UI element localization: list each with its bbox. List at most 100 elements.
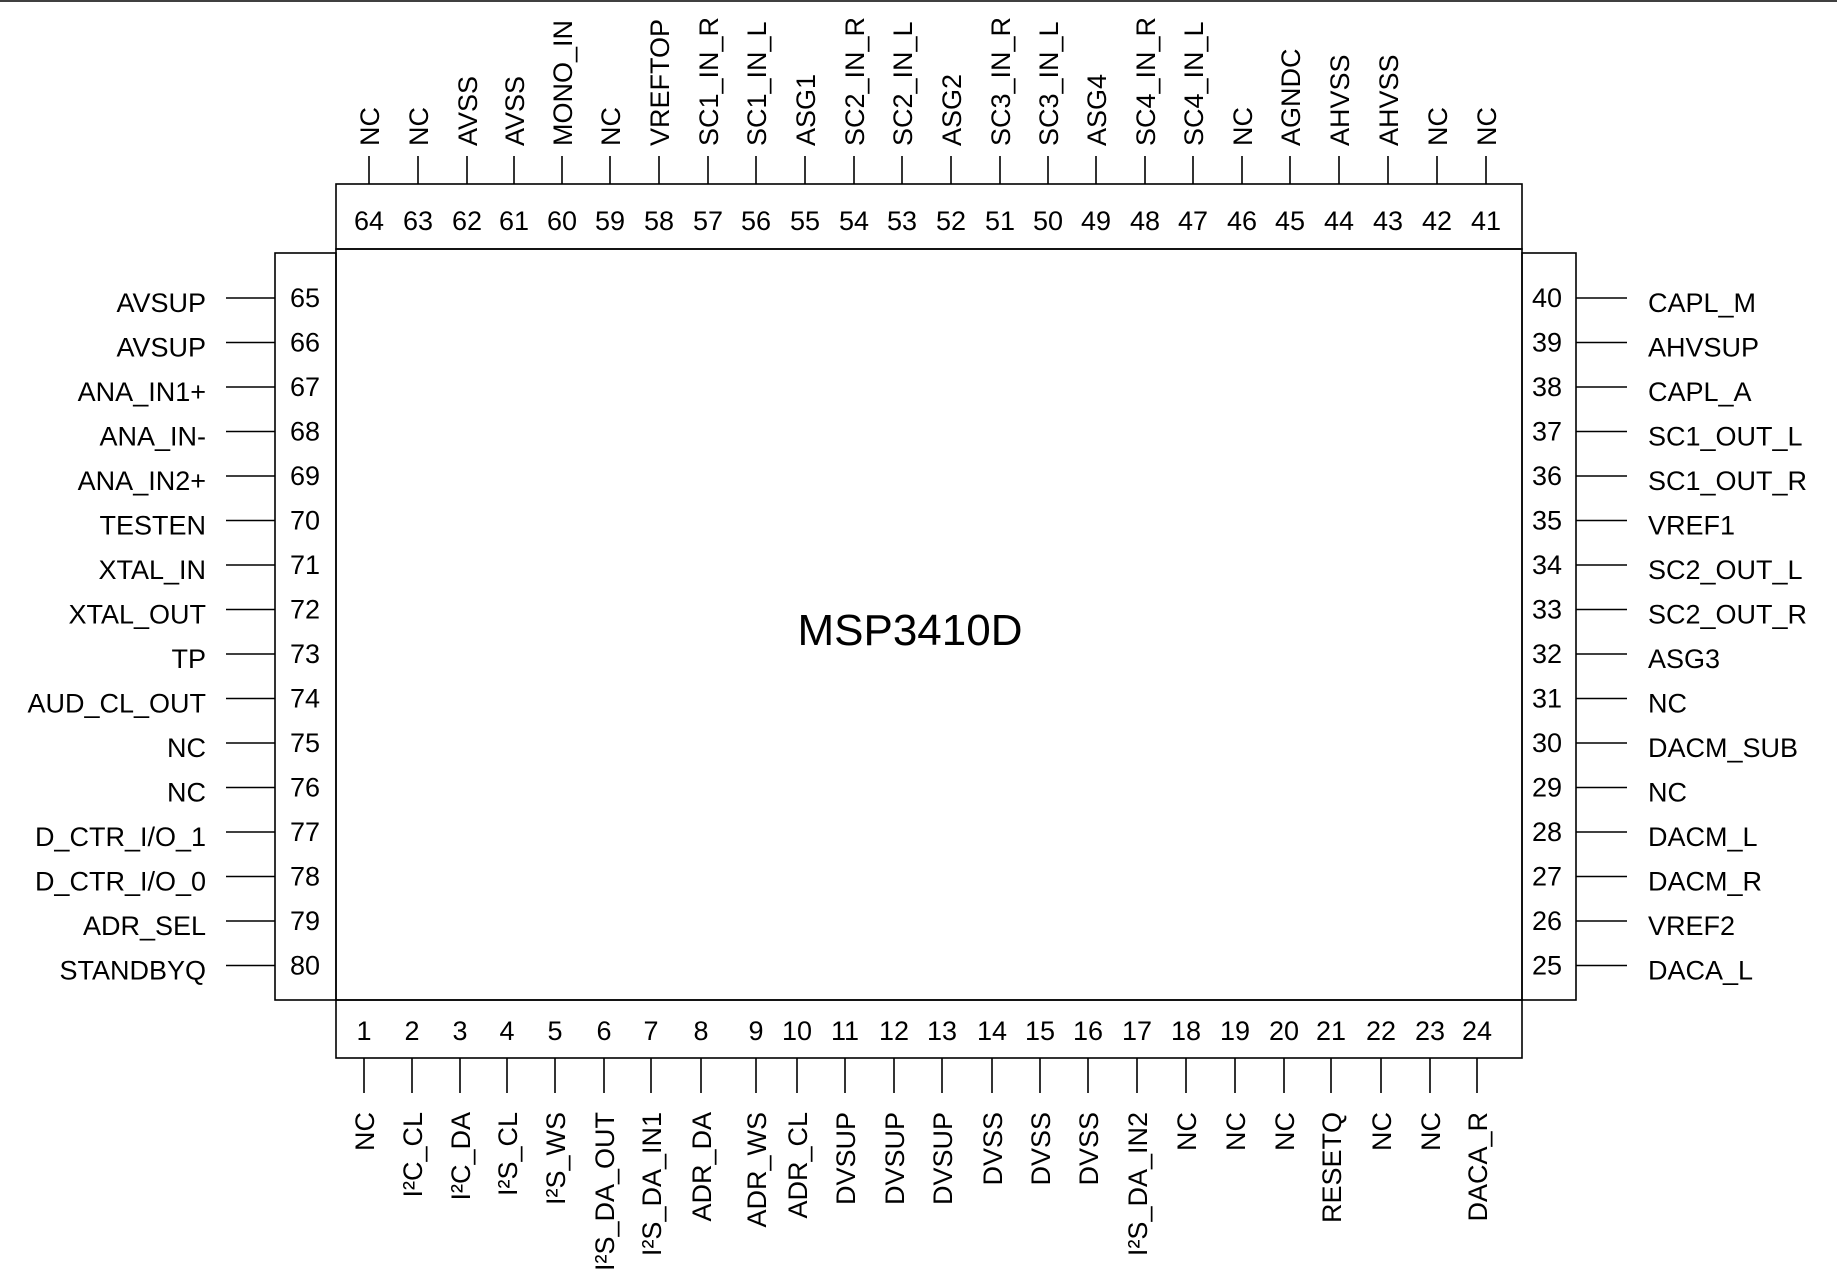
pin-number: 41 [1471,206,1501,236]
pin-3: 3 I²C_DA [446,1016,476,1201]
pin-name: DVSS [978,1112,1008,1186]
pin-31: 31 NC [1532,684,1687,719]
pin-number: 34 [1532,550,1562,580]
pin-35: 35 VREF1 [1532,506,1735,541]
pin-name: NC [167,778,206,808]
pin-name: I²S_DA_OUT [590,1112,620,1271]
pin-name: I²S_DA_IN2 [1123,1112,1153,1256]
pin-73: 73 TP [171,639,320,674]
left-pin-strip [274,252,337,1001]
pin-name: CAPL_A [1648,377,1752,407]
pin-number: 1 [356,1016,371,1046]
pin-38: 38 CAPL_A [1532,372,1752,407]
pin-name: D_CTR_I/O_0 [35,867,206,897]
pin-number: 36 [1532,461,1562,491]
pin-15: 15 DVSS [1025,1016,1056,1186]
pin-76: 76 NC [167,773,320,808]
pin-51: 51 SC3_IN_R [985,17,1016,236]
pin-23: 23 NC [1415,1016,1446,1151]
pin-number: 38 [1532,372,1562,402]
pin-name: SC2_OUT_R [1648,600,1807,630]
pin-72: 72 XTAL_OUT [68,595,320,630]
pin-50: 50 SC3_IN_L [1033,21,1064,236]
pin-25: 25 DACA_L [1532,951,1753,986]
pin-name: ADR_DA [687,1112,717,1222]
pin-number: 7 [643,1016,658,1046]
pin-name: NC [1416,1112,1446,1151]
pin-name: VREF1 [1648,511,1735,541]
pin-number: 70 [290,506,320,536]
pin-77: 77 D_CTR_I/O_1 [35,817,320,852]
pin-name: AVSUP [116,333,206,363]
pin-number: 72 [290,595,320,625]
pin-11: 11 DVSUP [831,1016,861,1205]
pin-78: 78 D_CTR_I/O_0 [35,862,320,897]
pin-name: SC4_IN_L [1179,21,1209,146]
pin-57: 57 SC1_IN_R [693,17,724,236]
pin-29: 29 NC [1532,773,1687,808]
pin-60: 60 MONO_IN [547,20,578,236]
pin-1: 1 NC [350,1016,380,1151]
pin-32: 32 ASG3 [1532,639,1720,674]
pin-number: 20 [1269,1016,1299,1046]
pin-name: I²S_DA_IN1 [637,1112,667,1256]
pin-71: 71 XTAL_IN [98,550,320,585]
pin-number: 19 [1220,1016,1250,1046]
pin-62: 62 AVSS [452,76,483,236]
pin-number: 35 [1532,506,1562,536]
pin-61: 61 AVSS [499,76,530,236]
pin-name: DVSUP [831,1112,861,1205]
pin-name: NC [350,1112,380,1151]
pin-name: XTAL_OUT [68,600,206,630]
pin-name: SC4_IN_R [1131,17,1161,146]
pin-20: 20 NC [1269,1016,1300,1151]
pin-name: ANA_IN- [99,422,206,452]
pin-42: 42 NC [1422,107,1453,236]
pin-name: AUD_CL_OUT [27,689,206,719]
pin-58: 58 VREFTOP [644,19,675,236]
pin-34: 34 SC2_OUT_L [1532,550,1803,585]
pin-number: 18 [1171,1016,1201,1046]
pin-number: 56 [741,206,771,236]
pin-name: RESETQ [1317,1112,1347,1223]
pin-54: 54 SC2_IN_R [839,17,870,236]
pin-number: 69 [290,461,320,491]
pin-number: 17 [1122,1016,1152,1046]
pin-name: AGNDC [1276,48,1306,146]
pin-number: 55 [790,206,820,236]
pin-number: 45 [1275,206,1305,236]
pin-74: 74 AUD_CL_OUT [27,684,320,719]
pin-number: 10 [782,1016,812,1046]
pin-number: 33 [1532,595,1562,625]
pin-68: 68 ANA_IN- [99,417,320,452]
bottom-pins: 1 NC 2 I²C_CL 3 I²C_DA 4 I²S_CL 5 I²S_WS 6 I²S_DA_O… [350,1016,1493,1271]
pin-number: 65 [290,283,320,313]
chip-name: MSP3410D [797,606,1022,655]
pin-number: 47 [1178,206,1208,236]
pin-14: 14 DVSS [977,1016,1008,1186]
pin-number: 16 [1073,1016,1103,1046]
pin-name: SC2_IN_L [888,21,918,146]
pin-37: 37 SC1_OUT_L [1532,417,1803,452]
pin-number: 26 [1532,906,1562,936]
pin-24: 24 DACA_R [1462,1016,1493,1222]
pin-name: DACA_L [1648,956,1753,986]
pin-name: NC [1648,778,1687,808]
pin-number: 13 [927,1016,957,1046]
pin-number: 22 [1366,1016,1396,1046]
pin-80: 80 STANDBYQ [59,951,320,986]
pin-number: 64 [354,206,384,236]
pin-name: ASG1 [791,74,821,146]
pin-number: 54 [839,206,869,236]
pin-48: 48 SC4_IN_R [1130,17,1161,236]
pin-56: 56 SC1_IN_L [741,21,772,236]
pin-name: STANDBYQ [59,956,206,986]
pin-number: 39 [1532,328,1562,358]
pin-75: 75 NC [167,728,320,763]
pin-9: 9 ADR_WS [742,1016,772,1228]
pin-number: 23 [1415,1016,1445,1046]
pin-number: 11 [831,1016,859,1046]
pin-number: 79 [290,906,320,936]
pin-number: 71 [290,550,320,580]
